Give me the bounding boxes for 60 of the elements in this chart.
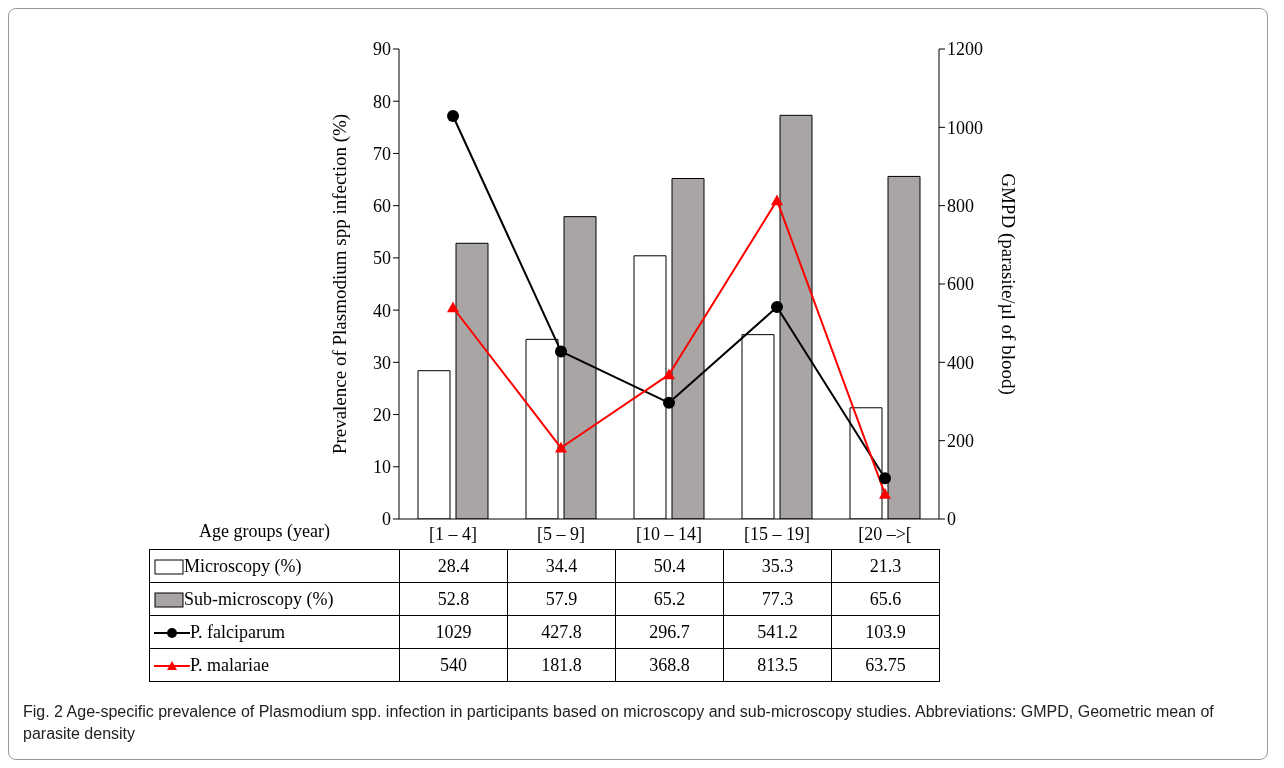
x-tick-label: [5 – 9]: [537, 523, 585, 544]
data-label: 103.9: [831, 615, 940, 649]
point: [447, 109, 459, 122]
data-label: 540: [399, 648, 508, 682]
y-tick-label: 20: [373, 404, 391, 425]
y-tick-label: 0: [382, 509, 391, 530]
y2-tick-label: 600: [947, 274, 974, 295]
data-label: 1029: [399, 615, 508, 649]
point: [555, 345, 567, 358]
x-tick-label: [15 – 19]: [744, 523, 810, 544]
y2-tick-label: 200: [947, 431, 974, 452]
y2-tick-label: 400: [947, 352, 974, 373]
y2-tick-label: 800: [947, 196, 974, 217]
data-label: 368.8: [615, 648, 724, 682]
y2-axis-title: GMPD (parasite/µl of blood): [997, 173, 1020, 395]
data-label: 35.3: [723, 549, 832, 583]
data-label: 77.3: [723, 582, 832, 616]
y-tick-label: 90: [373, 39, 391, 60]
data-label: 63.75: [831, 648, 940, 682]
data-label: 28.4: [399, 549, 508, 583]
y-tick-label: 70: [373, 143, 391, 164]
point: [663, 396, 675, 409]
x-tick-label: [1 – 4]: [429, 523, 477, 544]
legend-label: Sub-microscopy (%): [149, 582, 400, 616]
point: [771, 301, 783, 314]
data-label: 296.7: [615, 615, 724, 649]
y2-tick-label: 0: [947, 509, 956, 530]
y-tick-label: 40: [373, 300, 391, 321]
y-tick-label: 50: [373, 248, 391, 269]
caption: Fig. 2 Age-specific prevalence of Plasmodium spp. infection in participants based on microscopy and sub-microscopy studies. Abbreviations: GMPD, Geometric mean of parasite density: [23, 702, 1215, 744]
point: [447, 301, 459, 313]
data-label: 52.8: [399, 582, 508, 616]
data-label: 65.2: [615, 582, 724, 616]
y2-tick-label: 1000: [947, 117, 983, 138]
x-tick-label: [10 – 14]: [636, 523, 702, 544]
y-tick-label: 60: [373, 196, 391, 217]
data-label: 427.8: [507, 615, 616, 649]
y-axis-title: Prevalence of Plasmodium spp infection (%): [328, 113, 351, 455]
point: [879, 472, 891, 485]
x-axis-title: Age groups (year): [199, 521, 330, 542]
x-tick-label: [20 –>[: [858, 523, 912, 544]
point: [555, 441, 567, 453]
y2-tick-label: 1200: [947, 39, 983, 60]
data-label: 541.2: [723, 615, 832, 649]
data-label: 50.4: [615, 549, 724, 583]
point: [771, 194, 783, 206]
data-label: 34.4: [507, 549, 616, 583]
data-label: 181.8: [507, 648, 616, 682]
point: [879, 488, 891, 499]
y-tick-label: 80: [373, 91, 391, 112]
legend-label: Microscopy (%): [149, 549, 400, 583]
legend-label: P. falciparum: [149, 615, 400, 649]
data-label: 65.6: [831, 582, 940, 616]
y-tick-label: 10: [373, 457, 391, 478]
legend-label: P. malariae: [149, 648, 400, 682]
data-label: 57.9: [507, 582, 616, 616]
point: [663, 368, 675, 380]
y-tick-label: 30: [373, 352, 391, 373]
data-label: 813.5: [723, 648, 832, 682]
data-label: 21.3: [831, 549, 940, 583]
